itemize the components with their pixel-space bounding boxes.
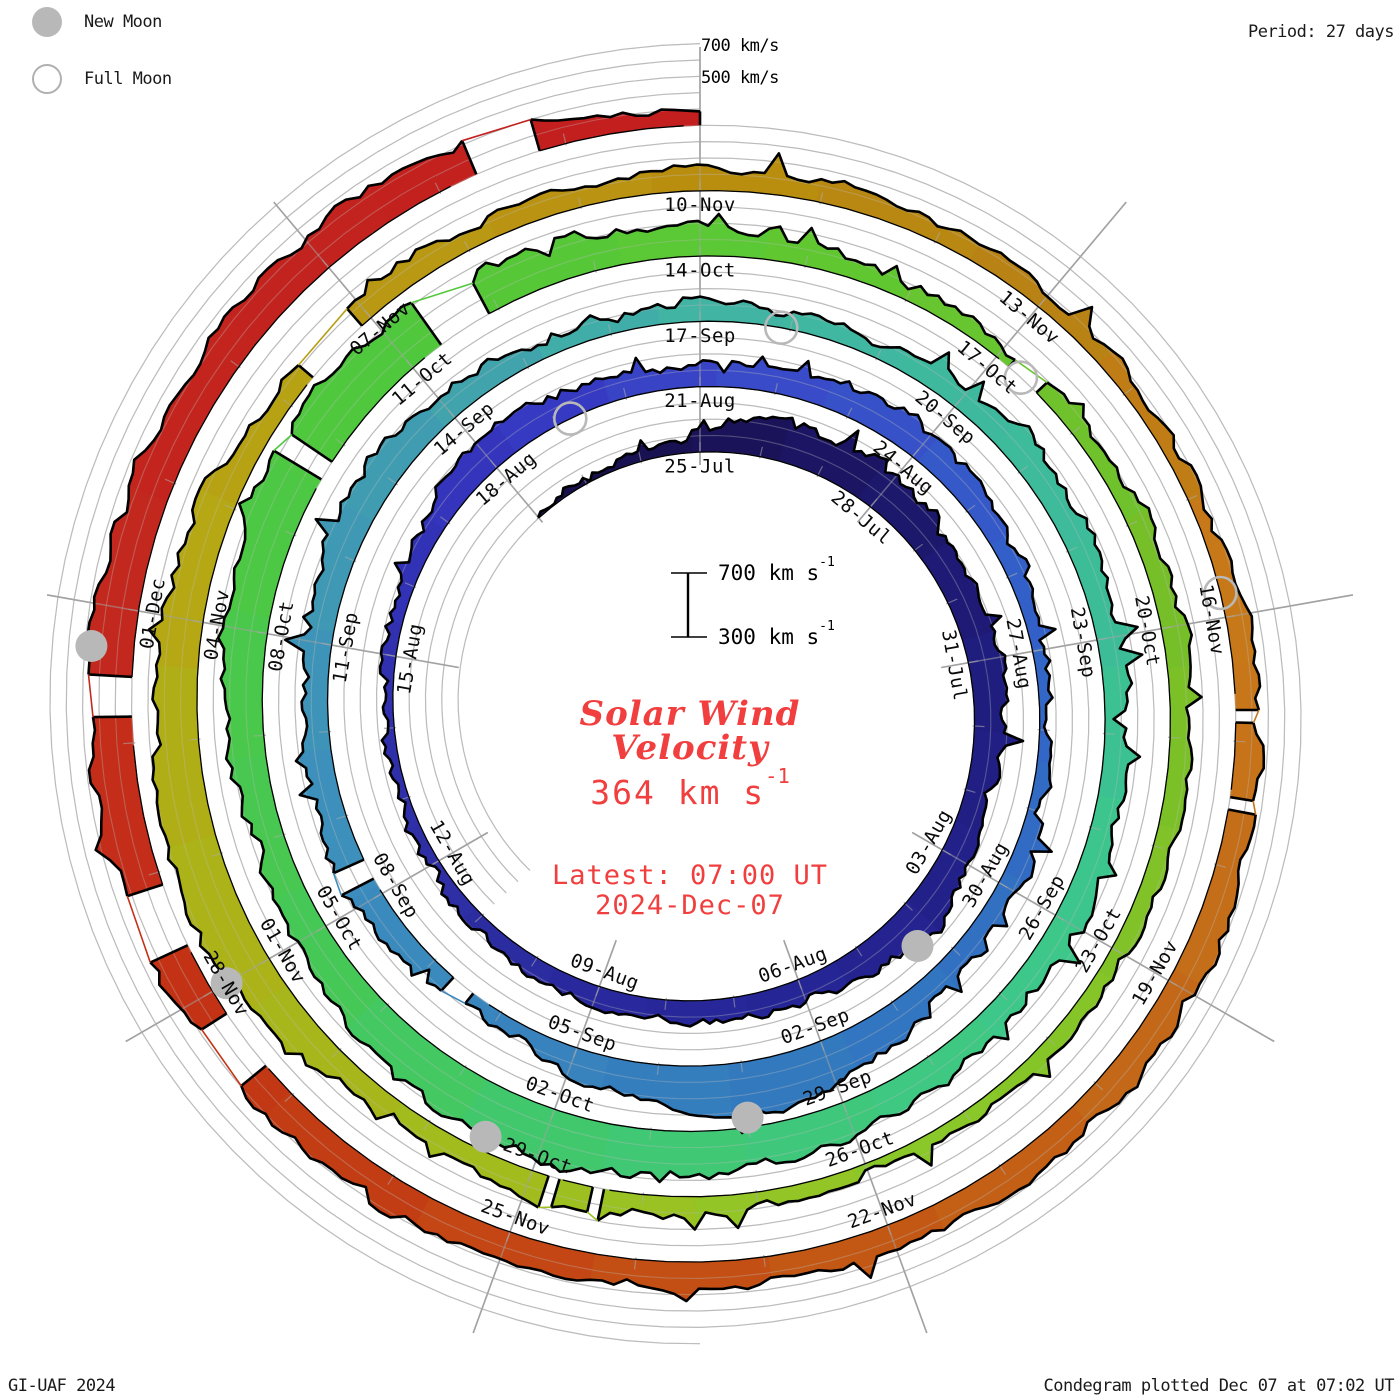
new-moon-icon — [32, 7, 62, 37]
scalebar-top-label: 700 km s-1 — [718, 555, 835, 585]
date-label: 17-Sep — [664, 325, 736, 347]
outer-scale-700: 700 km/s — [701, 36, 779, 56]
date-label: 14-Oct — [664, 260, 736, 282]
new-moon-marker — [75, 630, 108, 662]
credit-label: GI-UAF 2024 — [8, 1376, 116, 1396]
data-gap-connector — [273, 434, 293, 452]
full-moon-label: Full Moon — [84, 69, 172, 89]
plotted-timestamp-label: Condegram plotted Dec 07 at 07:02 UT — [1043, 1376, 1395, 1396]
full-moon-marker — [552, 401, 588, 436]
data-gap-connector — [126, 895, 152, 963]
data-gap-connector — [411, 282, 474, 304]
full-moon-marker — [1003, 360, 1039, 396]
current-velocity-value: 364 km s-1 — [590, 763, 790, 812]
data-gap-connector — [461, 118, 531, 142]
data-gap-connector — [440, 990, 466, 1005]
full-moon-icon — [32, 64, 62, 94]
center-scalebar — [671, 572, 707, 638]
date-label: 21-Aug — [664, 390, 736, 412]
data-gap-connector — [1014, 359, 1048, 384]
outer-scale-500: 500 km/s — [701, 68, 779, 88]
data-gap-connector — [332, 872, 343, 896]
new-moon-marker — [210, 967, 243, 1000]
date-label: 25-Jul — [664, 456, 736, 478]
latest-time-label: Latest: 07:00 UT — [551, 860, 829, 891]
legend-item-full-moon: Full Moon — [32, 64, 172, 94]
data-gap-connector — [297, 308, 348, 366]
new-moon-label: New Moon — [84, 12, 162, 32]
scalebar-bottom-label: 300 km s-1 — [718, 619, 835, 649]
full-moon-marker — [763, 310, 799, 346]
data-gap-connector — [1252, 800, 1257, 815]
new-moon-marker — [731, 1101, 764, 1134]
new-moon-marker — [901, 930, 934, 962]
data-gap-connector — [1252, 709, 1260, 724]
legend-item-new-moon: New Moon — [32, 7, 162, 37]
full-moon-marker — [1203, 575, 1238, 611]
latest-date-label: 2024-Dec-07 — [595, 890, 785, 921]
chart-title-line1: Solar Wind — [579, 694, 801, 734]
period-label: Period: 27 days — [1247, 22, 1395, 42]
velocity-trace — [86, 108, 1266, 1303]
chart-title-line2: Velocity — [611, 728, 769, 768]
new-moon-marker — [469, 1120, 502, 1153]
data-gap-connector — [200, 1029, 242, 1087]
data-gap-connector — [586, 1211, 599, 1222]
moon-markers — [75, 310, 1238, 1153]
data-gap-connector — [87, 674, 94, 718]
date-label: 10-Nov — [664, 194, 736, 216]
